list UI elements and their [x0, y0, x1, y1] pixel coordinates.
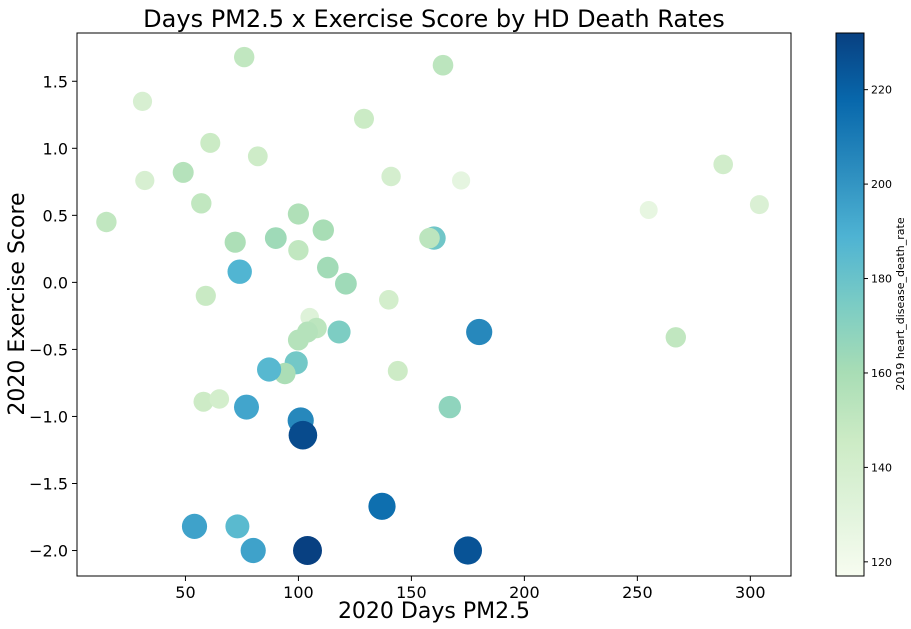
- data-point-27: [379, 290, 399, 310]
- colorbar-tick-label: 220: [871, 84, 892, 97]
- data-point-50: [453, 536, 482, 565]
- data-point-4: [354, 108, 374, 129]
- data-point-23: [317, 256, 339, 279]
- data-point-21: [419, 227, 440, 249]
- data-point-16: [287, 203, 309, 225]
- data-point-40: [209, 389, 230, 409]
- data-point-13: [639, 201, 658, 219]
- data-point-46: [181, 513, 208, 540]
- y-axis-label: 2020 Exercise Score: [5, 192, 30, 415]
- data-point-45: [368, 492, 396, 520]
- data-point-7: [172, 161, 194, 183]
- data-point-26: [195, 285, 216, 306]
- y-tick-label: −1.0: [29, 407, 68, 426]
- data-point-6: [247, 146, 268, 167]
- data-point-9: [381, 166, 401, 187]
- y-axis: −2.0 −1.5 −1.0 −0.5 0.0 0.5 1.0 1.5: [29, 72, 77, 561]
- x-tick-label: 50: [175, 583, 195, 602]
- data-point-33: [466, 318, 493, 346]
- data-point-3: [132, 91, 153, 111]
- data-point-49: [293, 536, 322, 565]
- data-point-19: [224, 231, 246, 253]
- data-point-11: [713, 154, 733, 175]
- x-tick-label: 300: [735, 583, 766, 602]
- data-point-14: [749, 195, 769, 215]
- data-point-47: [225, 514, 250, 539]
- data-point-39: [193, 391, 214, 412]
- colorbar-tick-label: 160: [871, 367, 892, 380]
- data-point-37: [257, 357, 282, 382]
- chart-title: Days PM2.5 x Exercise Score by HD Death …: [143, 5, 725, 33]
- y-tick-label: 0.5: [43, 206, 68, 225]
- x-tick-label: 150: [396, 583, 427, 602]
- x-axis-label: 2020 Days PM2.5: [338, 599, 530, 624]
- data-point-42: [438, 395, 461, 419]
- colorbar-axis: 120 140 160 180 200 220: [864, 84, 892, 569]
- data-point-10: [452, 171, 471, 190]
- x-tick-label: 200: [509, 583, 540, 602]
- colorbar-label: 2019 heart_disease_death_rate: [894, 217, 907, 390]
- x-tick-label: 250: [622, 583, 653, 602]
- y-tick-label: −2.0: [29, 542, 68, 561]
- data-point-41: [234, 394, 259, 420]
- y-tick-label: 1.0: [43, 139, 68, 158]
- data-point-18: [264, 227, 287, 250]
- plot-frame: [76, 32, 792, 577]
- data-point-22: [288, 240, 309, 261]
- data-point-8: [135, 170, 155, 191]
- data-point-12: [191, 193, 212, 214]
- x-tick-label: 100: [283, 583, 314, 602]
- data-point-2: [432, 54, 454, 76]
- data-point-5: [200, 132, 221, 153]
- scatter-points: [96, 46, 769, 565]
- data-point-25: [335, 272, 357, 295]
- data-point-48: [240, 537, 266, 564]
- data-point-1: [234, 46, 255, 68]
- y-tick-label: 0.0: [43, 273, 68, 292]
- colorbar-tick-label: 180: [871, 273, 892, 286]
- y-tick-label: −1.5: [29, 474, 68, 493]
- data-point-34: [665, 327, 686, 348]
- data-point-38: [387, 360, 408, 381]
- colorbar-tick-label: 140: [871, 461, 892, 474]
- data-point-15: [96, 211, 117, 233]
- data-point-17: [312, 219, 334, 241]
- data-point-31: [287, 329, 309, 351]
- colorbar: [835, 32, 865, 577]
- data-point-24: [227, 259, 252, 284]
- y-tick-label: −0.5: [29, 340, 68, 359]
- colorbar-tick-label: 200: [871, 178, 892, 191]
- y-tick-label: 1.5: [43, 72, 68, 91]
- data-point-44: [288, 420, 318, 450]
- colorbar-tick-label: 120: [871, 556, 892, 569]
- data-point-32: [327, 320, 351, 344]
- x-axis: 50 100 150 200 250 300: [175, 576, 766, 602]
